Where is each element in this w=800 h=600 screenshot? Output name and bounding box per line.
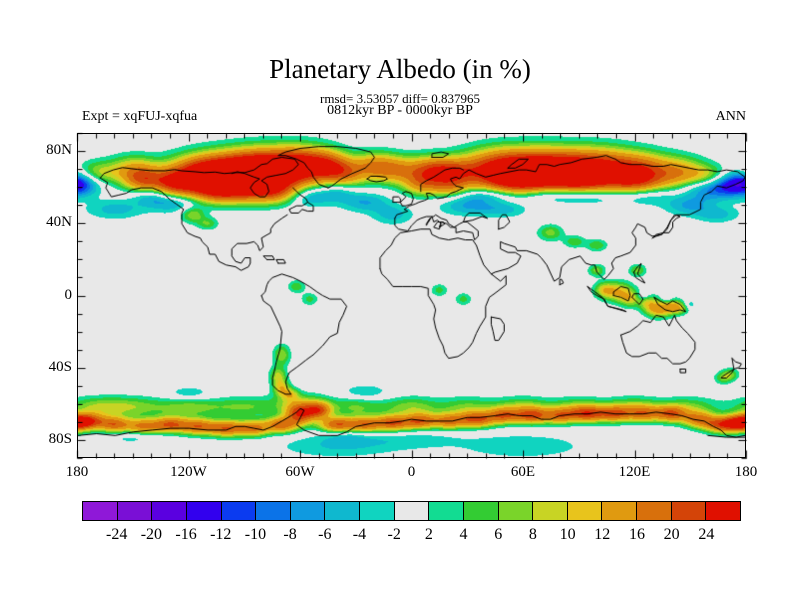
page-title: Planetary Albedo (in %) (269, 54, 531, 84)
colorbar-swatch (394, 502, 430, 520)
colorbar-tick-label: 6 (494, 526, 503, 543)
colorbar-swatch (256, 502, 291, 520)
y-tick-label: 80S (48, 430, 72, 447)
colorbar-swatch (429, 502, 464, 520)
colorbar-tick-label: 12 (594, 526, 611, 543)
colorbar-swatch (706, 502, 740, 520)
albedo-anomaly-map (78, 134, 745, 457)
colorbar-swatch (83, 502, 118, 520)
colorbar-tick-label: -16 (175, 526, 197, 543)
experiment-label: Expt = xqFUJ-xqfua (82, 109, 198, 124)
colorbar (82, 501, 741, 521)
y-tick-label: 40S (48, 358, 72, 375)
map-plot-frame (77, 133, 746, 458)
season-label: ANN (715, 109, 746, 124)
colorbar-tick-label: 10 (559, 526, 576, 543)
colorbar-tick-label: 4 (459, 526, 468, 543)
colorbar-tick-label: 20 (663, 526, 680, 543)
x-tick-label: 60W (285, 464, 315, 480)
x-tick-label: 180 (65, 464, 89, 480)
colorbar-tick-label: -24 (106, 526, 128, 543)
colorbar-swatch (186, 502, 222, 520)
colorbar-swatch (533, 502, 568, 520)
colorbar-swatch (152, 502, 187, 520)
colorbar-tick-label: -12 (210, 526, 232, 543)
colorbar-swatch (602, 502, 637, 520)
colorbar-swatch (567, 502, 603, 520)
colorbar-swatch (637, 502, 672, 520)
colorbar-tick-label: 2 (424, 526, 433, 543)
colorbar-tick-label: -2 (387, 526, 401, 543)
colorbar-tick-label: -10 (244, 526, 267, 543)
y-tick-label: 80N (46, 142, 72, 159)
colorbar-tick-label: -6 (318, 526, 332, 543)
y-tick-label: 0 (64, 286, 73, 303)
x-tick-label: 180 (734, 464, 758, 480)
colorbar-swatch (325, 502, 360, 520)
colorbar-tick-label: 16 (628, 526, 645, 543)
colorbar-swatch (498, 502, 534, 520)
x-tick-label: 60E (510, 464, 536, 480)
x-tick-label: 0 (407, 464, 416, 480)
colorbar-swatch (360, 502, 395, 520)
colorbar-swatch (221, 502, 257, 520)
colorbar-swatch (117, 502, 153, 520)
x-tick-label: 120W (170, 464, 207, 480)
colorbar-swatch (463, 502, 499, 520)
colorbar-tick-label: 24 (698, 526, 715, 543)
y-tick-label: 40N (46, 214, 72, 231)
colorbar-swatch (671, 502, 707, 520)
colorbar-tick-label: -4 (352, 526, 367, 543)
colorbar-tick-label: -8 (283, 526, 297, 543)
x-tick-label: 120E (618, 464, 651, 480)
colorbar-swatch (290, 502, 326, 520)
colorbar-swatches (82, 501, 741, 521)
colorbar-tick-label: -20 (140, 526, 163, 543)
colorbar-tick-label: 8 (528, 526, 537, 543)
